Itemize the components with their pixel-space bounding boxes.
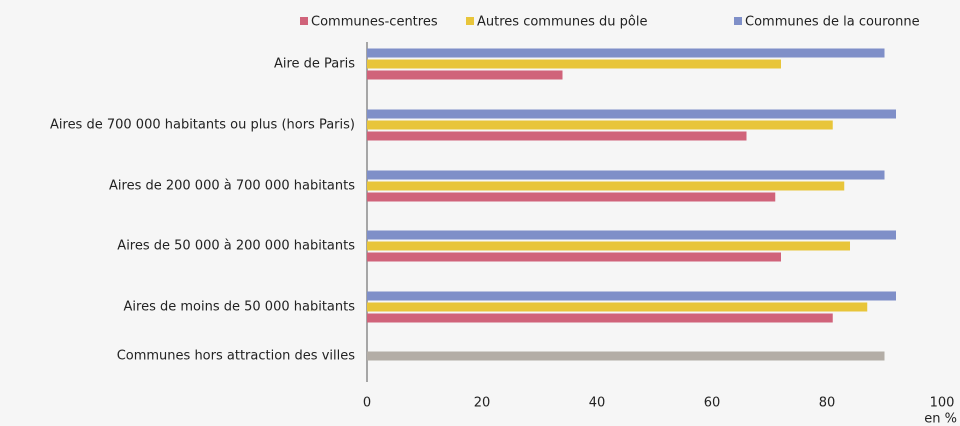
legend-label: Communes de la couronne: [745, 15, 920, 30]
y-tick-label: Communes hors attraction des villes: [117, 349, 356, 364]
legend-swatch: [300, 17, 308, 25]
x-tick-label: 20: [474, 396, 491, 411]
bar: [367, 48, 885, 58]
x-tick-label: 100: [930, 396, 955, 411]
bar: [367, 291, 896, 301]
y-tick-label: Aires de 200 000 à 700 000 habitants: [109, 179, 355, 194]
bar: [367, 131, 747, 141]
x-tick-label: 60: [704, 396, 721, 411]
bar: [367, 192, 776, 202]
x-tick-label: 80: [819, 396, 836, 411]
x-tick-label: 0: [363, 396, 371, 411]
bar: [367, 230, 896, 240]
x-axis-label: en %: [924, 412, 957, 426]
bar: [367, 70, 563, 80]
bar: [367, 252, 781, 262]
bar: [367, 170, 885, 180]
x-tick-label: 40: [589, 396, 606, 411]
bar: [367, 351, 885, 361]
bar: [367, 313, 833, 323]
legend-label: Autres communes du pôle: [477, 15, 647, 30]
bar: [367, 109, 896, 119]
y-tick-label: Aires de 700 000 habitants ou plus (hors…: [50, 118, 355, 133]
bar: [367, 181, 845, 191]
legend-label: Communes-centres: [311, 15, 438, 30]
bar: [367, 302, 868, 312]
bar: [367, 241, 850, 251]
y-tick-label: Aire de Paris: [274, 57, 355, 72]
legend-swatch: [734, 17, 742, 25]
y-tick-label: Aires de moins de 50 000 habitants: [124, 300, 356, 315]
legend-swatch: [466, 17, 474, 25]
bar: [367, 59, 781, 69]
bar: [367, 120, 833, 130]
y-tick-label: Aires de 50 000 à 200 000 habitants: [117, 239, 355, 254]
